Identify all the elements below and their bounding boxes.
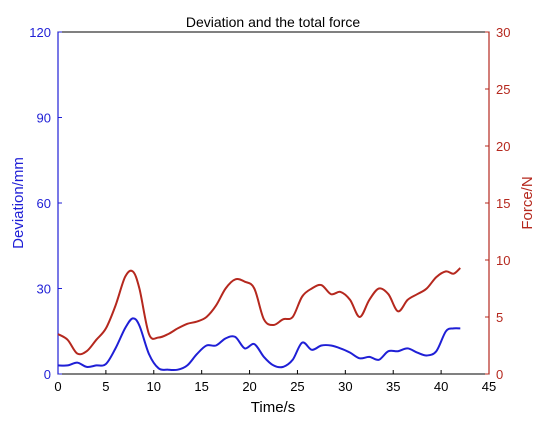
x-tick-label-6: 30 — [338, 379, 352, 394]
x-tick-label-3: 15 — [194, 379, 208, 394]
x-tick-label-5: 25 — [290, 379, 304, 394]
series-layer — [57, 267, 461, 372]
right-y-tick-label-0: 0 — [496, 367, 503, 382]
deviation-series-line — [57, 317, 461, 372]
x-tick-label-9: 45 — [482, 379, 496, 394]
left-y-axis: 0 30 60 90 120 — [29, 25, 62, 382]
right-y-tick-label-3: 15 — [496, 196, 510, 211]
chart-title: Deviation and the total force — [186, 14, 361, 30]
left-y-tick-label-4: 120 — [29, 25, 51, 40]
right-y-tick-label-2: 10 — [496, 253, 510, 268]
x-tick-label-0: 0 — [54, 379, 61, 394]
left-y-tick-label-2: 60 — [37, 196, 51, 211]
x-tick-label-7: 35 — [386, 379, 400, 394]
left-y-tick-label-3: 90 — [37, 111, 51, 126]
right-y-tick-label-4: 20 — [496, 139, 510, 154]
right-y-tick-label-6: 30 — [496, 25, 510, 40]
x-tick-label-1: 5 — [102, 379, 109, 394]
force-series-line — [57, 267, 461, 356]
x-axis-label: Time/s — [251, 399, 295, 416]
plot-area-frame — [57, 31, 490, 375]
x-tick-label-4: 20 — [242, 379, 256, 394]
x-axis: 0 5 10 15 20 25 30 35 40 45 — [54, 370, 496, 394]
left-y-tick-label-1: 30 — [37, 282, 51, 297]
left-y-axis-label: Deviation/mm — [10, 157, 27, 249]
x-tick-label-2: 10 — [147, 379, 161, 394]
right-y-axis: 0 5 10 15 20 25 30 — [485, 25, 510, 382]
right-y-tick-label-1: 5 — [496, 310, 503, 325]
left-y-tick-label-0: 0 — [44, 367, 51, 382]
right-y-axis-label: Force/N — [519, 176, 536, 229]
x-tick-label-8: 40 — [434, 379, 448, 394]
right-y-tick-label-5: 25 — [496, 82, 510, 97]
